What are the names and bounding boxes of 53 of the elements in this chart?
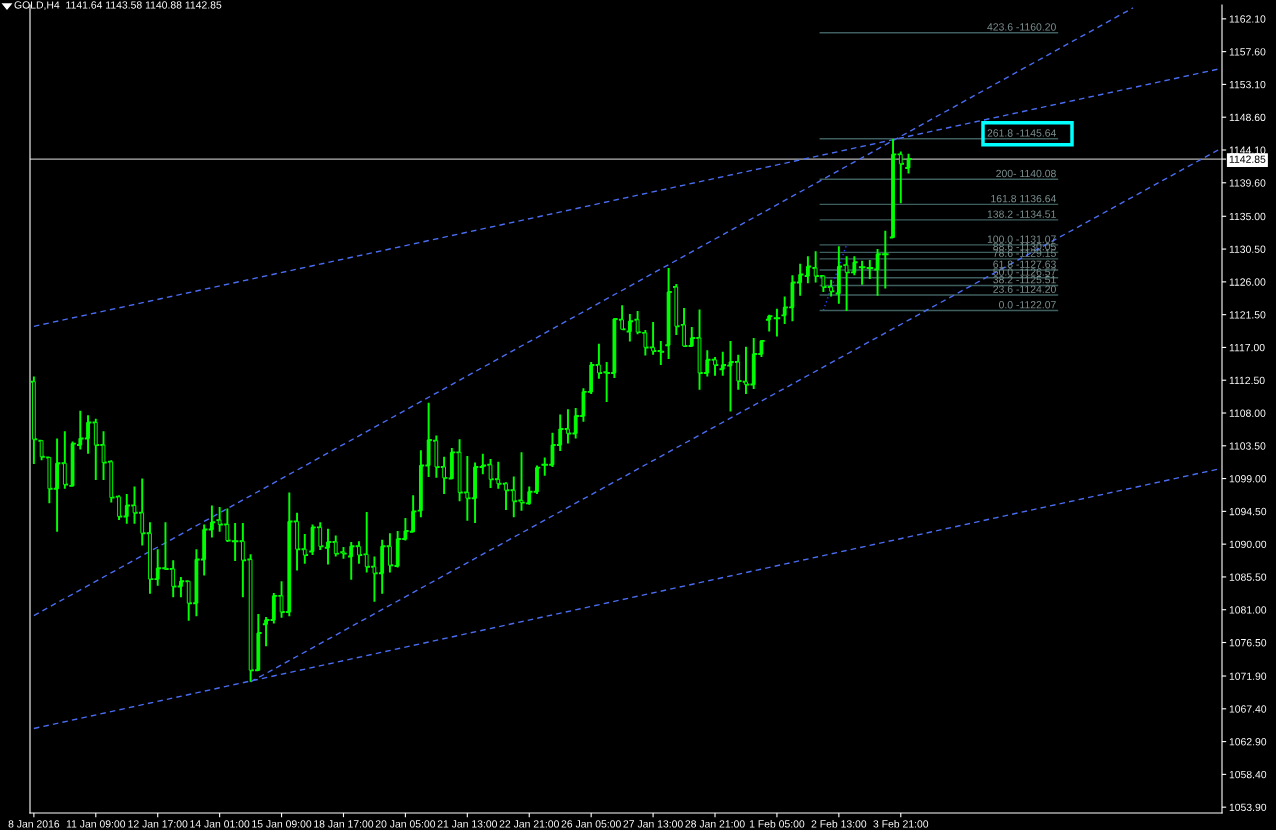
y-tick-label: 1144.10 (1229, 146, 1266, 154)
y-tick-label: 1058.40 (1229, 770, 1267, 779)
y-tick-label: 1117.00 (1229, 343, 1265, 352)
annotation: 261.8 -1145.64 (987, 129, 1057, 137)
x-tick-label: 3 Feb 21:00 (873, 819, 929, 828)
annotation: 0.0 -1122.07 (999, 301, 1056, 309)
y-tick-label: 1094.50 (1229, 507, 1267, 516)
annotation: 23.6 -1124.20 (993, 285, 1056, 293)
chart-title: GOLD,H4 1141.64 1143.58 1140.88 1142.85 (14, 1, 222, 10)
y-tick-label: 1126.00 (1229, 278, 1266, 286)
x-tick-label: 21 Jan 13:00 (437, 820, 498, 828)
x-tick-label: 22 Jan 21:00 (499, 820, 559, 828)
x-tick-label: 2 Feb 13:00 (811, 819, 867, 828)
y-tick-label: 1148.60 (1229, 113, 1266, 122)
y-tick-label: 1103.50 (1229, 442, 1266, 450)
y-tick-label: 1081.00 (1229, 606, 1267, 614)
x-tick-label: 8 Jan 2016 (8, 820, 60, 828)
y-tick-label: 1076.50 (1229, 639, 1267, 647)
y-tick-label: 1139.60 (1229, 179, 1266, 187)
x-tick-label: 18 Jan 17:00 (314, 820, 374, 828)
y-tick-label: 1108.00 (1229, 409, 1266, 417)
x-tick-label: 20 Jan 05:00 (375, 820, 436, 828)
y-tick-label: 1071.90 (1229, 672, 1267, 680)
x-tick-label: 15 Jan 09:00 (252, 820, 312, 828)
x-tick-label: 1 Feb 05:00 (749, 819, 805, 828)
annotation: 161.8 1136.64 (991, 194, 1057, 203)
y-tick-label: 1062.90 (1229, 738, 1267, 746)
annotation: 100.0 -1131.07 (987, 235, 1056, 243)
y-tick-label: 1142.85 (1229, 155, 1266, 163)
x-tick-label: 28 Jan 21:00 (685, 820, 745, 828)
y-tick-label: 1162.10 (1229, 15, 1266, 23)
y-tick-label: 1157.60 (1229, 48, 1266, 56)
y-tick-label: 1153.10 (1229, 80, 1266, 89)
y-tick-label: 1085.50 (1229, 573, 1267, 581)
y-tick-label: 1090.00 (1229, 540, 1267, 549)
y-tick-label: 1121.50 (1229, 311, 1266, 319)
x-tick-label: 11 Jan 09:00 (66, 820, 126, 828)
annotation: 61.8 -1127.63 (993, 260, 1056, 268)
x-tick-label: 14 Jan 01:00 (190, 820, 250, 828)
annotation: 200- 1140.08 (996, 169, 1056, 178)
x-tick-label: 27 Jan 13:00 (623, 820, 683, 828)
annotation: 423.6 -1160.20 (987, 23, 1056, 31)
annotation: 88.6 -1130.05 (993, 242, 1056, 251)
y-tick-label: 1112.50 (1229, 376, 1265, 385)
y-tick-label: 1099.00 (1229, 475, 1267, 483)
y-tick-label: 1130.50 (1229, 245, 1266, 253)
annotation: 38.2 -1125.51 (993, 276, 1056, 284)
x-tick-label: 12 Jan 17:00 (128, 820, 188, 828)
annotation: 138.2 -1134.51 (987, 210, 1056, 218)
y-tick-label: 1067.40 (1229, 705, 1267, 713)
x-tick-label: 26 Jan 05:00 (561, 820, 621, 828)
y-tick-label: 1053.90 (1229, 803, 1267, 812)
y-tick-label: 1135.00 (1229, 212, 1266, 221)
